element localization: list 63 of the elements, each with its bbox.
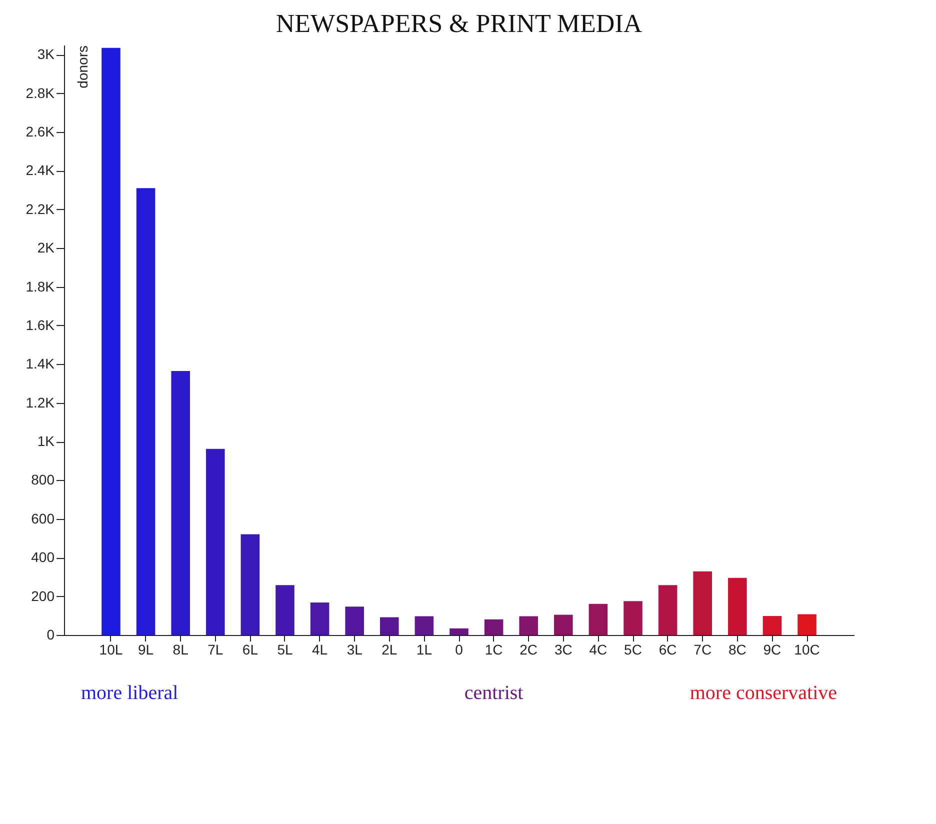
x-tick-label: 1L [416, 642, 432, 658]
bar [762, 616, 782, 635]
y-tick-label: 2.4K [26, 162, 56, 178]
text: more liberal [80, 682, 179, 704]
bar [380, 617, 399, 635]
y-tick-label: 800 [31, 472, 55, 488]
bar [728, 578, 747, 635]
bar [693, 571, 712, 635]
y-tick-label: 0 [46, 626, 55, 642]
x-tick-label: 7C [694, 642, 712, 658]
bar [206, 448, 225, 635]
y-tick-label: 1K [37, 433, 56, 450]
y-tick-label: 2K [37, 240, 56, 256]
bar [171, 370, 190, 635]
bar [102, 48, 120, 635]
chart-title: NEWSPAPERS & PRINT MEDIA [276, 9, 642, 38]
y-tick-label: 400 [31, 549, 55, 566]
x-tick-label: 3C [554, 642, 572, 658]
x-tick-label: 4C [589, 642, 608, 658]
x-tick-label: 10C [794, 642, 820, 658]
y-tick-label: 1.4K [26, 356, 56, 372]
y-tick-label: 200 [31, 588, 55, 604]
y-tick-label: 1.2K [26, 394, 56, 410]
bar [658, 585, 678, 635]
x-tick-label: 4L [312, 642, 328, 658]
bar [588, 604, 608, 635]
bar [310, 602, 330, 635]
x-tick-label: 9C [763, 642, 782, 658]
x-tick-label: 0 [455, 642, 464, 658]
bar [554, 614, 573, 635]
text: centrist [464, 682, 524, 704]
x-tick-label: 8C [728, 642, 746, 658]
y-tick-label: 600 [31, 510, 55, 526]
y-tick-label: 3K [37, 46, 56, 62]
x-tick-label: 2C [520, 642, 538, 658]
bar [276, 585, 294, 635]
x-tick-label: 3L [346, 642, 363, 658]
y-tick-label: 2.6K [26, 124, 56, 140]
bar [240, 534, 260, 635]
bar [624, 601, 642, 635]
x-tick-label: 5L [277, 642, 293, 658]
x-tick-label: 8L [172, 642, 189, 658]
x-tick-label: 5C [624, 642, 642, 658]
bar [798, 614, 816, 635]
x-tick-label: 2L [382, 642, 398, 658]
y-tick-label: 2.2K [26, 200, 56, 217]
bar [450, 628, 468, 635]
x-tick-label: 9L [138, 642, 154, 658]
y-tick-label: 1.6K [26, 316, 56, 333]
bar [136, 188, 156, 635]
bar [484, 619, 504, 635]
bar [414, 616, 434, 635]
x-tick-label: 6L [242, 642, 258, 658]
x-tick-label: 1C [484, 642, 503, 658]
y-tick-label: 2.8K [26, 84, 56, 101]
y-tick-label: 1.8K [26, 278, 56, 294]
bar [345, 606, 364, 635]
x-tick-label: 10L [99, 642, 123, 658]
x-tick-label: 6C [658, 642, 677, 658]
bar [519, 616, 538, 635]
y-axis-title: donors [74, 46, 90, 88]
x-tick-label: 7L [208, 642, 224, 658]
text: more conservative [690, 682, 838, 704]
